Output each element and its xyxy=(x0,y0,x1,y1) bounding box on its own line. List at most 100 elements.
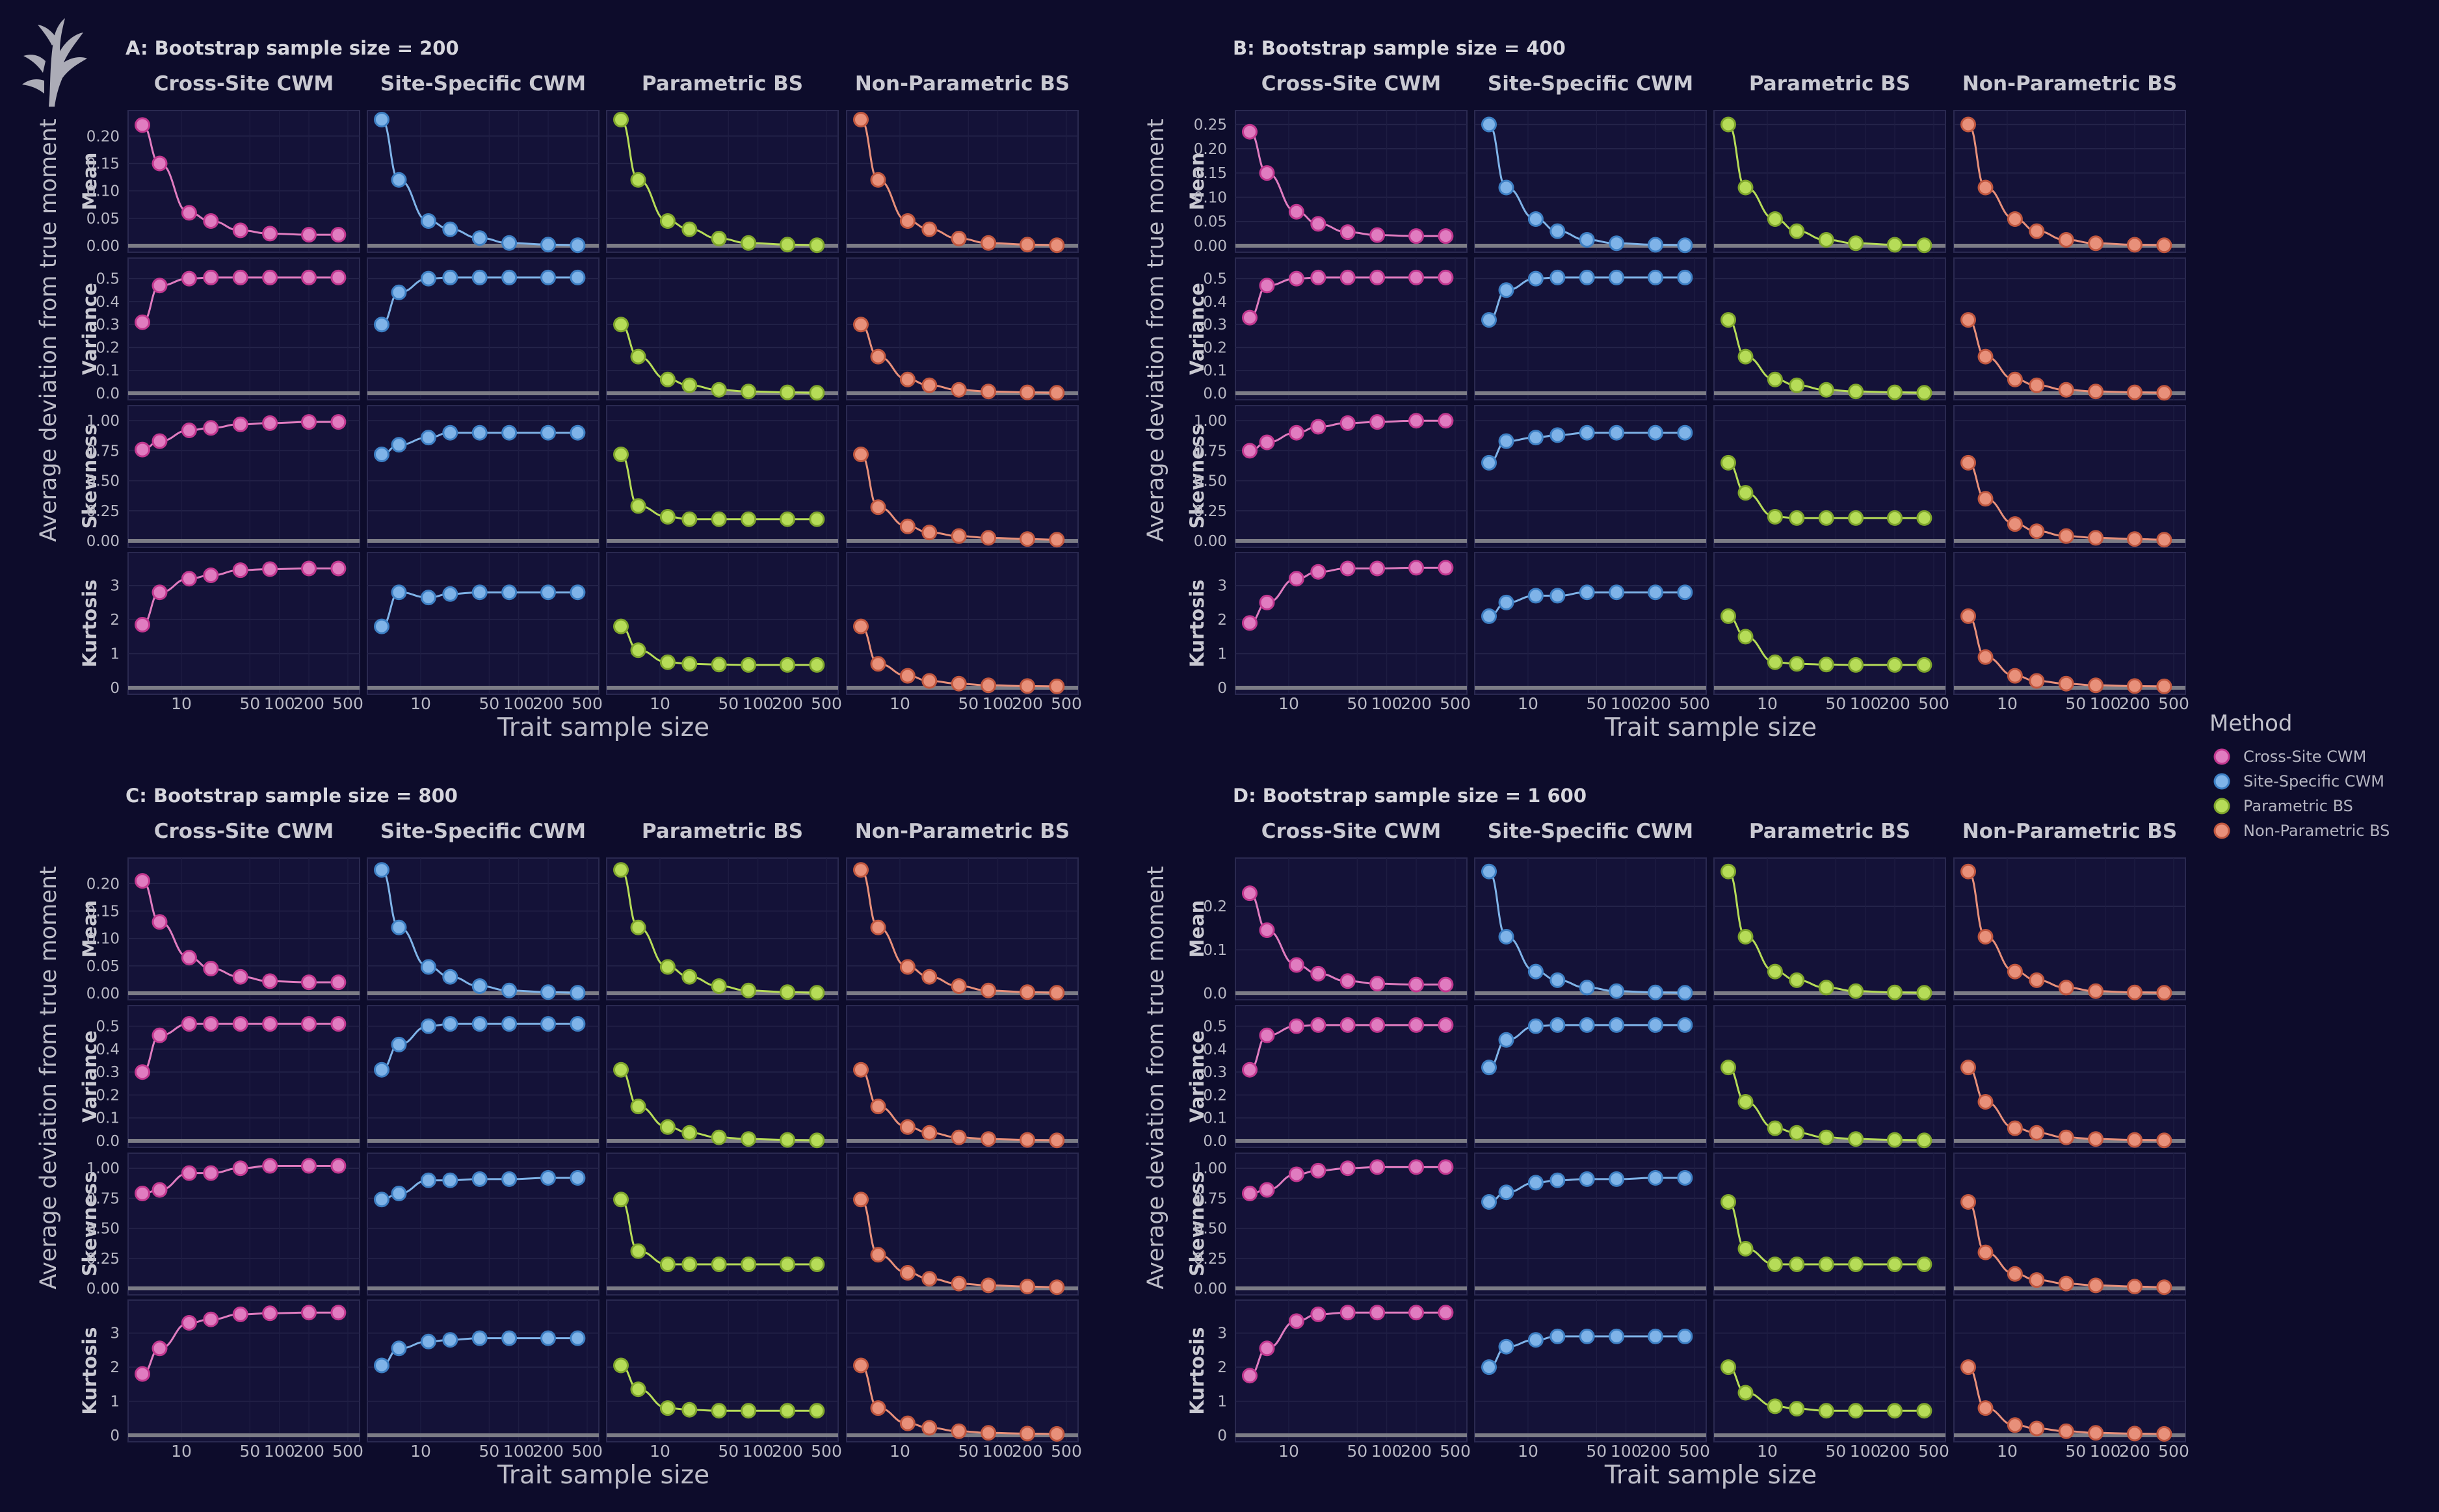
data-point xyxy=(981,235,997,251)
data-point xyxy=(1960,116,1976,133)
data-point xyxy=(2088,1277,2104,1294)
data-point xyxy=(1408,976,1424,993)
data-point xyxy=(809,985,825,1001)
y-tick-label: 2 xyxy=(1217,1359,1227,1376)
data-point xyxy=(1977,491,1994,507)
x-tick-label: 10 xyxy=(1757,1442,1778,1461)
x-axis-title: Trait sample size xyxy=(1604,713,1817,742)
data-point xyxy=(1527,588,1544,604)
data-point xyxy=(681,377,698,393)
data-point xyxy=(1049,385,1065,401)
y-tick-label: 2 xyxy=(110,1359,120,1376)
data-point xyxy=(630,1381,646,1398)
data-point xyxy=(2058,1129,2074,1145)
data-point xyxy=(2127,384,2142,400)
y-tick-label: 0.1 xyxy=(1203,1110,1227,1127)
y-tick-label: 0.25 xyxy=(86,1251,120,1268)
y-tick-label: 0.00 xyxy=(1194,1281,1227,1297)
row-title-mean: Mean xyxy=(1186,900,1208,958)
data-point xyxy=(1609,424,1625,441)
y-tick-label: 0.50 xyxy=(1194,473,1227,490)
legend-item: Non-Parametric BS xyxy=(2213,822,2390,840)
data-point xyxy=(1977,649,1994,665)
data-point xyxy=(501,584,518,601)
facet-background xyxy=(1713,257,1946,400)
data-point xyxy=(1887,984,1903,1000)
data-point xyxy=(780,657,795,673)
data-point xyxy=(181,1315,197,1331)
data-point xyxy=(232,269,248,285)
facet-title: Cross-Site CWM xyxy=(154,820,334,843)
data-point xyxy=(1818,510,1834,526)
data-point xyxy=(1339,415,1356,431)
data-point xyxy=(681,656,698,672)
y-tick-label: 0.4 xyxy=(96,1041,120,1058)
data-point xyxy=(1579,424,1595,441)
row-title-skewness: Skewness xyxy=(1186,1172,1208,1277)
data-point xyxy=(135,873,150,889)
data-point xyxy=(540,424,556,441)
data-point xyxy=(1481,1060,1497,1076)
y-tick-label: 0.00 xyxy=(1194,238,1227,255)
data-point xyxy=(1677,584,1693,601)
data-point xyxy=(2058,1275,2074,1292)
data-point xyxy=(2007,1120,2023,1136)
data-point xyxy=(1579,980,1595,996)
y-tick-label: 0.50 xyxy=(86,1221,120,1238)
data-point xyxy=(152,584,168,601)
data-point xyxy=(1818,1403,1834,1419)
y-tick-label: 0.5 xyxy=(1203,271,1227,288)
data-point xyxy=(1720,1194,1736,1210)
data-point xyxy=(1310,564,1326,580)
data-point xyxy=(1579,269,1595,285)
facet-background xyxy=(1474,552,1707,695)
data-point xyxy=(659,509,676,525)
data-point xyxy=(1789,223,1805,239)
data-point xyxy=(1737,1094,1754,1110)
data-point xyxy=(570,269,586,285)
data-point xyxy=(540,984,556,1000)
y-tick-label: 0.1 xyxy=(96,363,120,380)
legend-label: Site-Specific CWM xyxy=(2243,772,2384,790)
data-point xyxy=(2029,223,2045,239)
x-tick-label: 200 xyxy=(2119,1442,2150,1461)
y-tick-label: 0.0 xyxy=(96,385,120,402)
data-point xyxy=(711,1129,727,1145)
data-point xyxy=(1288,1166,1304,1182)
data-point xyxy=(1438,1159,1454,1175)
data-point xyxy=(1960,863,1976,880)
data-point xyxy=(1259,434,1275,450)
y-tick-label: 0.15 xyxy=(86,155,120,172)
data-point xyxy=(1677,1328,1693,1344)
data-point xyxy=(809,1257,825,1272)
data-point xyxy=(1242,1368,1258,1384)
data-point xyxy=(741,982,757,998)
data-point xyxy=(899,959,916,975)
x-tick-label: 100 xyxy=(503,694,534,713)
data-point xyxy=(181,1165,197,1181)
data-point xyxy=(1887,510,1903,526)
row-title-variance: Variance xyxy=(1186,283,1208,375)
data-point xyxy=(1288,957,1304,973)
data-point xyxy=(1020,531,1035,547)
facet-background xyxy=(846,1005,1079,1148)
y-tick-label: 0.05 xyxy=(86,211,120,228)
data-point xyxy=(1438,1305,1454,1321)
x-tick-label: 50 xyxy=(1347,1442,1367,1461)
data-point xyxy=(853,862,869,878)
x-tick-label: 500 xyxy=(1918,1442,1949,1461)
facet-background xyxy=(1953,552,2186,695)
data-point xyxy=(232,1306,248,1322)
data-point xyxy=(570,237,586,254)
facet-background xyxy=(1474,857,1707,1000)
data-point xyxy=(870,499,886,515)
data-point xyxy=(1848,983,1864,999)
row-title-skewness: Skewness xyxy=(79,424,101,529)
x-tick-label: 50 xyxy=(1825,694,1846,713)
data-point xyxy=(1310,269,1326,285)
data-point xyxy=(1916,510,1932,526)
data-point xyxy=(1848,657,1864,673)
x-tick-label: 500 xyxy=(332,694,363,713)
legend-key xyxy=(2213,748,2230,765)
data-point xyxy=(1579,584,1595,601)
